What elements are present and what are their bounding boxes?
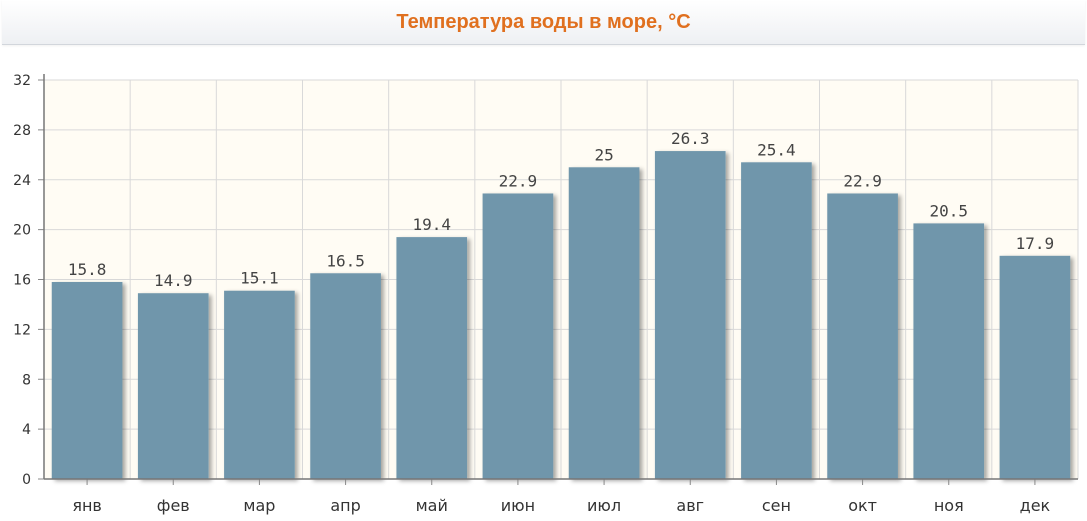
data-label: 22.9 [499, 171, 538, 190]
y-tick-label: 12 [13, 322, 31, 338]
data-label: 20.5 [929, 201, 968, 220]
data-label: 15.8 [68, 260, 107, 279]
x-tick-label: ноя [934, 496, 964, 515]
data-labels: 15.8 14.9 15.1 16.5 19.4 22.9 25 26.3 25.4 22.9 20… [68, 129, 1054, 290]
x-tick-label: июл [587, 496, 621, 515]
y-tick-label: 28 [13, 123, 31, 139]
data-label: 16.5 [326, 251, 365, 270]
x-tick-label: дек [1020, 496, 1051, 515]
bar [741, 162, 812, 479]
bar [568, 167, 640, 479]
data-label: 22.9 [843, 171, 882, 190]
bar [827, 193, 898, 479]
data-label: 25.4 [757, 140, 796, 159]
x-tick-label: май [416, 496, 448, 515]
x-tick-label: мар [243, 496, 275, 515]
y-tick-label: 24 [13, 173, 31, 189]
y-tick-label: 8 [22, 372, 31, 388]
data-label: 17.9 [1016, 234, 1055, 253]
x-tick-label: фев [157, 496, 190, 515]
data-label: 26.3 [671, 129, 710, 148]
x-tick-label: июн [501, 496, 535, 515]
bar [51, 281, 123, 479]
bar [913, 223, 985, 479]
bars [51, 151, 1071, 479]
bar [137, 293, 209, 479]
bar [482, 193, 554, 479]
axes: 0 4 8 12 16 20 24 28 32 янв фев мар апр май июн июл авг с… [13, 73, 1078, 515]
x-tick-label: апр [330, 496, 360, 515]
bar [310, 273, 381, 479]
x-tick-label: окт [848, 496, 877, 515]
y-tick-label: 20 [13, 223, 31, 239]
bar [999, 255, 1071, 479]
x-tick-label: сен [762, 496, 791, 515]
bar [654, 151, 726, 479]
y-tick-label: 32 [13, 73, 31, 89]
x-tick-label: авг [676, 496, 704, 515]
bar [396, 237, 468, 479]
y-tick-label: 4 [22, 422, 31, 438]
data-label: 25 [594, 145, 613, 164]
data-label: 19.4 [412, 215, 451, 234]
chart-title-bar: Температура воды в море, °C [2, 0, 1085, 45]
data-label: 14.9 [154, 271, 193, 290]
x-tick-label: янв [72, 496, 102, 515]
data-label: 15.1 [240, 269, 279, 288]
bar [224, 290, 295, 479]
y-tick-label: 0 [22, 472, 31, 488]
y-tick-label: 16 [13, 273, 31, 289]
chart-title: Температура воды в море, °C [396, 10, 691, 33]
